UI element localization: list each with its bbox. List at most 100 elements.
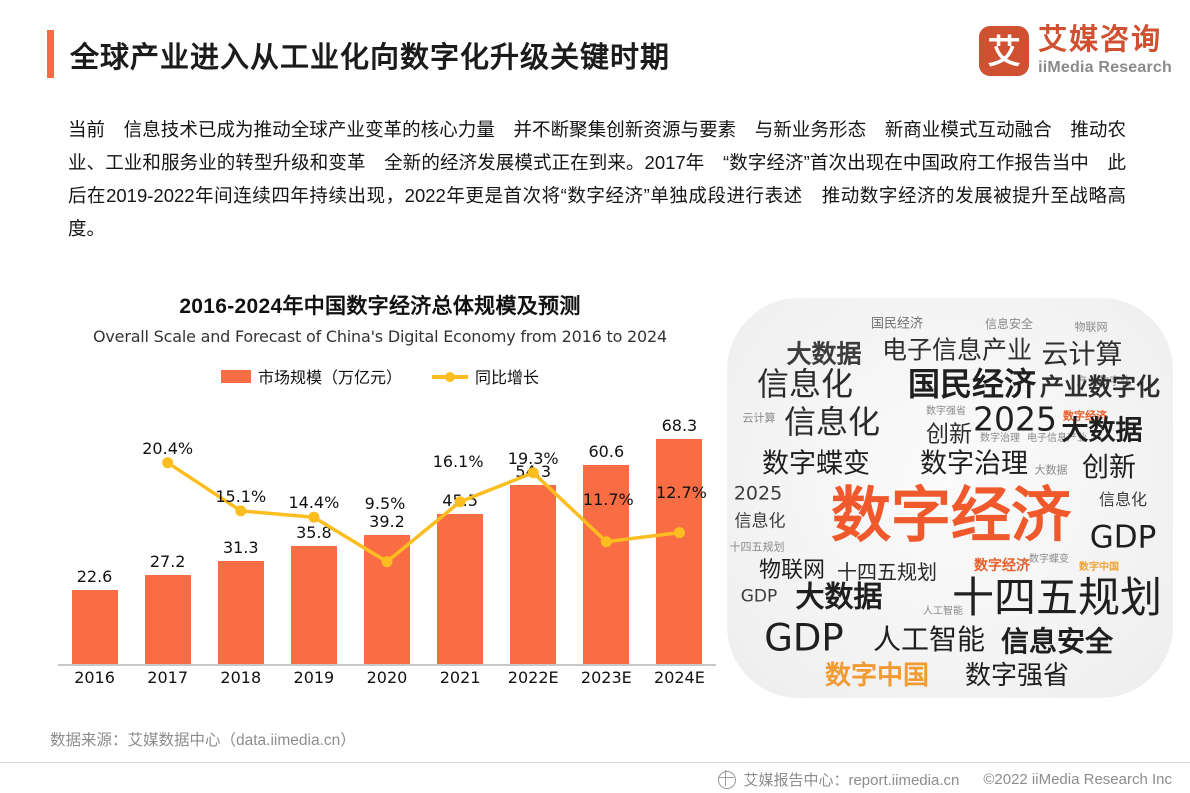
word-cloud-term: 人工智能 xyxy=(923,606,963,617)
bar-column[interactable]: 31.3 xyxy=(204,414,277,664)
x-axis-tick-label: 2019 xyxy=(293,668,335,687)
growth-rate-label: 9.5% xyxy=(364,493,406,513)
word-cloud-term: 十四五规划 xyxy=(837,560,937,584)
legend-item-line[interactable]: 同比增长 xyxy=(432,364,539,388)
growth-rate-label: 16.1% xyxy=(432,451,484,471)
word-cloud-term: 十四五规划 xyxy=(729,540,785,554)
footer-divider xyxy=(0,762,1190,763)
bar-value-label: 35.8 xyxy=(296,523,332,543)
body-paragraph-text: 当前 信息技术已成为推动全球产业变革的核心力量 并不断聚集创新资源与要素 与新业… xyxy=(68,119,1126,239)
bar[interactable] xyxy=(290,546,337,664)
word-cloud-term: 大数据 xyxy=(795,579,883,614)
bar-value-label: 31.3 xyxy=(222,538,259,558)
growth-rate-label: 12.7% xyxy=(656,482,707,502)
growth-rate-label: 14.4% xyxy=(288,493,340,513)
word-cloud-term: 信息安全 xyxy=(984,317,1034,331)
word-cloud-term: 大数据 xyxy=(786,339,862,369)
chart-legend: 市场规模（万亿元） 同比增长 xyxy=(30,364,730,388)
chart-subtitle: Overall Scale and Forecast of China's Di… xyxy=(93,327,667,346)
logo-chinese-name: 艾媒咨询 xyxy=(1038,24,1163,56)
word-cloud-term: 大数据 xyxy=(1061,415,1143,447)
logo-english-name: iiMedia Research xyxy=(1038,59,1172,76)
bar-column[interactable]: 68.3 xyxy=(643,414,716,664)
word-cloud-term: 物联网 xyxy=(1074,320,1108,334)
word-cloud-term: 信息化 xyxy=(1098,490,1148,509)
legend-line-swatch-icon xyxy=(432,370,468,382)
slide-header: 全球产业进入从工业化向数字化升级关键时期 艾 艾媒咨询 iiMedia Rese… xyxy=(0,0,1190,98)
word-cloud-term: 创新 xyxy=(1082,452,1136,484)
x-axis-tick-label: 2016 xyxy=(74,668,115,687)
word-cloud-term: 创新 xyxy=(926,421,972,448)
word-cloud-term: 数字强省 xyxy=(964,661,1070,691)
bar[interactable] xyxy=(363,535,410,664)
chart-panel: 2016-2024年中国数字经济总体规模及预测 Overall Scale an… xyxy=(30,290,730,710)
page-title: 全球产业进入从工业化向数字化升级关键时期 xyxy=(70,42,671,74)
growth-rate-label: 20.4% xyxy=(142,438,194,458)
word-cloud-term: 产业数字化 xyxy=(1040,373,1160,401)
word-cloud-term: 信息安全 xyxy=(1000,625,1114,658)
x-axis-tick-label: 2018 xyxy=(220,668,262,687)
word-cloud-term: 2025 xyxy=(733,482,783,505)
bar[interactable] xyxy=(656,439,703,664)
chart-source-note: 数据来源：艾媒数据中心（data.iimedia.cn） xyxy=(50,732,356,749)
chart-title: 2016-2024年中国数字经济总体规模及预测 xyxy=(179,295,581,318)
x-axis-tick-label: 2020 xyxy=(366,668,408,687)
word-cloud-term: 数字经济 xyxy=(974,558,1030,574)
word-cloud-term: GDP xyxy=(764,616,844,660)
word-cloud-term: 数字治理 xyxy=(920,448,1028,480)
word-cloud-term: 云计算 xyxy=(742,411,776,425)
bar-column[interactable]: 35.8 xyxy=(277,414,350,664)
word-cloud-term: 数字中国 xyxy=(824,661,930,691)
word-cloud-term: 国民经济 xyxy=(907,365,1037,403)
x-axis-labels: 2016 2017 2018 2019 2020 2021 2022E 2023E 2024E xyxy=(58,668,716,687)
word-cloud-term: 数字强省 xyxy=(926,406,966,417)
word-cloud-term: 十四五规划 xyxy=(951,573,1163,622)
growth-rate-label: 11.7% xyxy=(582,489,634,509)
bar[interactable] xyxy=(510,485,557,664)
chart-plot-area: 22.6 27.2 31.3 35.8 39.2 45.5 54.3 60.6 68.3 201… xyxy=(30,400,730,687)
word-cloud-term: 信息化 xyxy=(756,365,854,403)
body-paragraph: 当前 信息技术已成为推动全球产业变革的核心力量 并不断聚集创新资源与要素 与新业… xyxy=(68,113,1126,245)
bar-series: 22.6 27.2 31.3 35.8 39.2 45.5 54.3 60.6 68.3 xyxy=(58,414,716,664)
word-cloud-term: 数字蝶变 xyxy=(1029,554,1069,565)
word-cloud-term: 数字经济 xyxy=(1063,409,1107,423)
word-cloud-term: 国民经济 xyxy=(870,316,924,332)
bar-value-label: 22.6 xyxy=(76,566,113,586)
bar[interactable] xyxy=(437,514,484,664)
growth-rate-label: 15.1% xyxy=(215,486,267,506)
word-cloud-term: GDP xyxy=(1089,519,1157,556)
legend-bar-swatch-icon xyxy=(220,369,251,383)
word-cloud-term: 云计算 xyxy=(1041,339,1123,371)
legend-item-bar[interactable]: 市场规模（万亿元） xyxy=(220,364,402,388)
bar[interactable] xyxy=(217,561,264,664)
word-cloud-term: 电子信息产业 xyxy=(1027,433,1087,444)
bar-column[interactable]: 22.6 xyxy=(58,414,131,664)
word-cloud-term: 物联网 xyxy=(758,558,826,583)
logo-mark-icon: 艾 xyxy=(979,26,1030,76)
x-axis-tick-label: 2023E xyxy=(580,668,632,687)
word-cloud-term: 2025 xyxy=(973,399,1057,439)
bar-value-label: 27.2 xyxy=(149,551,186,571)
legend-bar-label: 市场规模（万亿元） xyxy=(257,370,402,387)
bar-column[interactable]: 39.2 xyxy=(350,414,423,664)
x-axis-line xyxy=(58,664,716,666)
word-cloud-term: 大数据 xyxy=(1034,463,1068,477)
bar-column[interactable]: 60.6 xyxy=(570,414,643,664)
slide-footer: 艾媒报告中心：report.iimedia.cn ©2022 iiMedia R… xyxy=(717,769,1172,790)
bar[interactable] xyxy=(144,574,191,664)
x-axis-tick-label: 2024E xyxy=(654,668,705,687)
footer-copyright: ©2022 iiMedia Research Inc xyxy=(983,771,1172,788)
bar[interactable] xyxy=(71,589,118,664)
word-cloud-term: 信息化 xyxy=(734,511,786,532)
word-cloud-term: 信息化 xyxy=(783,403,881,441)
word-cloud: 国民经济 信息安全 物联网 大数据 电子信息产业 云计算 产业数字化 信息化 国民经济 产业数字化… xyxy=(727,298,1173,698)
word-cloud-term: 数字治理 xyxy=(980,433,1020,444)
bar-value-label: 39.2 xyxy=(369,512,405,532)
globe-icon xyxy=(717,769,737,789)
x-axis-tick-label: 2021 xyxy=(439,668,481,687)
word-cloud-term: 人工智能 xyxy=(872,623,986,656)
bar-value-label: 68.3 xyxy=(661,416,698,436)
word-cloud-term: GDP xyxy=(740,586,778,607)
x-axis-tick-label: 2022E xyxy=(507,668,559,687)
